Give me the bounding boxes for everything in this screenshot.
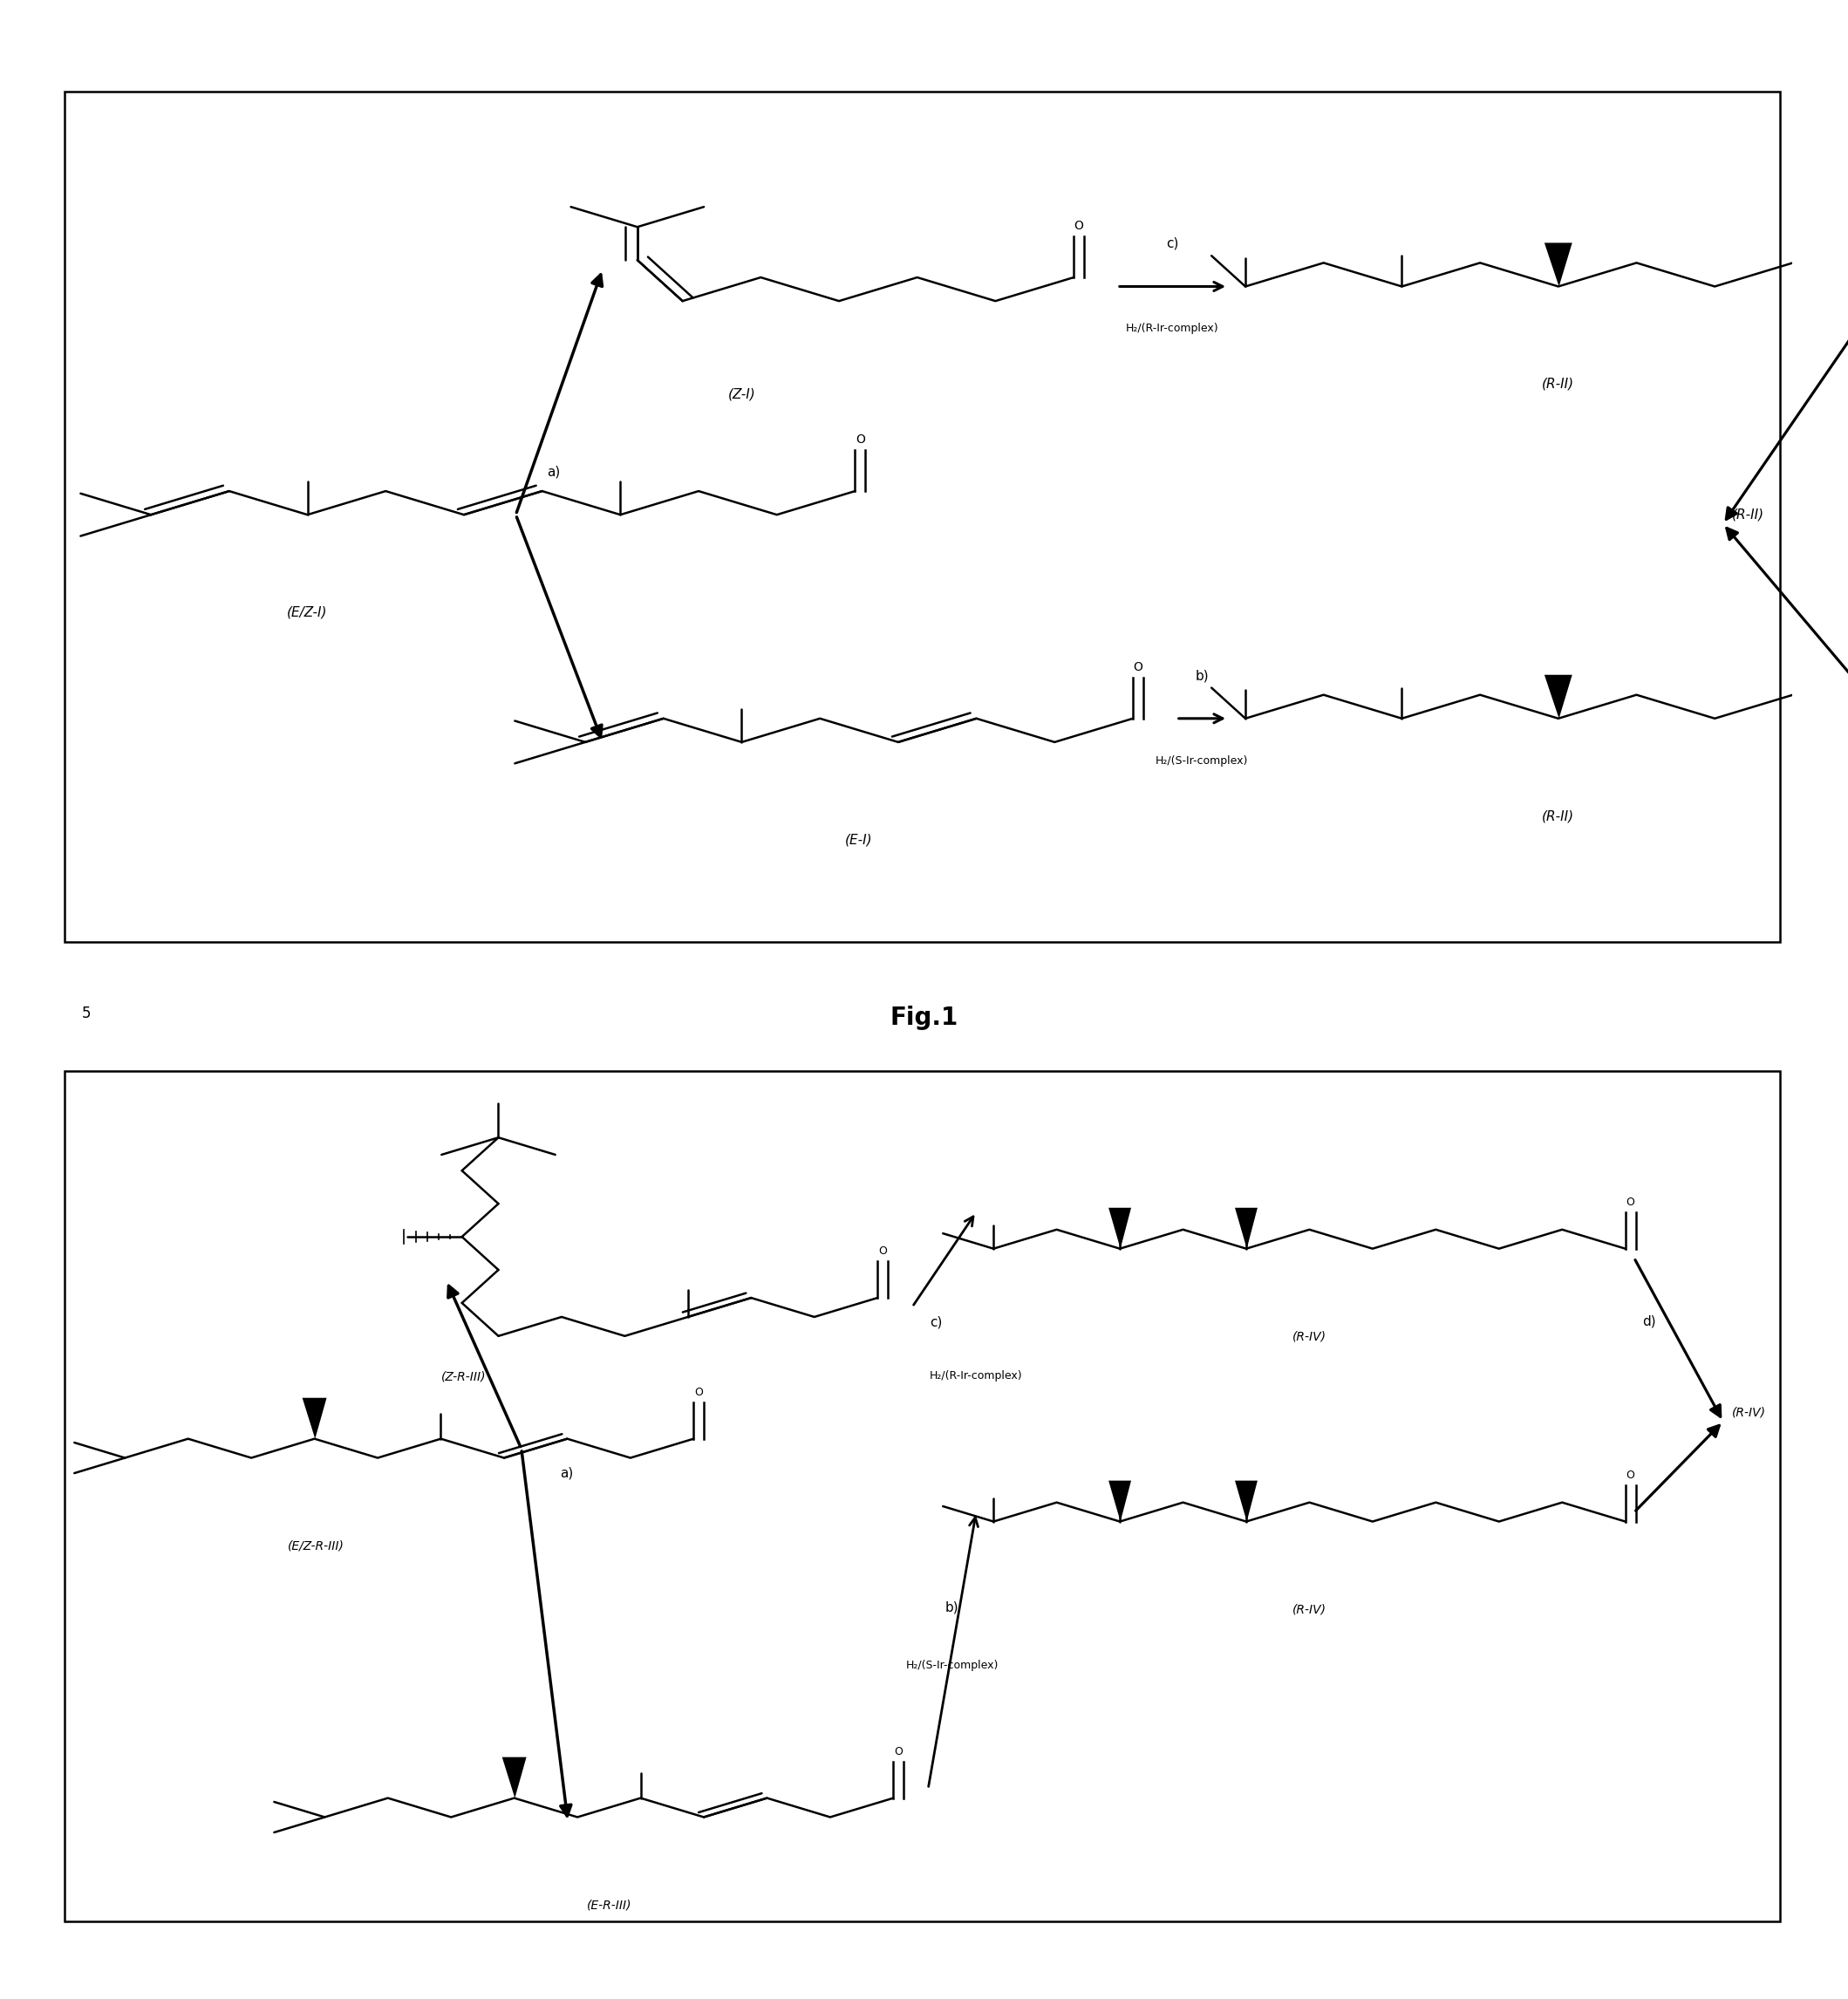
Text: c): c) — [1166, 238, 1179, 250]
Text: (R-II): (R-II) — [1541, 378, 1574, 390]
Text: O: O — [1074, 220, 1083, 232]
Text: H₂/(R-Ir-complex): H₂/(R-Ir-complex) — [930, 1371, 1022, 1381]
Text: O: O — [1626, 1197, 1635, 1207]
Text: (E-R-III): (E-R-III) — [586, 1899, 632, 1911]
Polygon shape — [1545, 242, 1573, 286]
Text: d): d) — [1643, 1315, 1656, 1327]
Text: (Z-I): (Z-I) — [728, 388, 756, 400]
Text: O: O — [1133, 662, 1142, 674]
Text: O: O — [878, 1245, 887, 1257]
Text: (E/Z-I): (E/Z-I) — [286, 606, 327, 620]
Text: (E-I): (E-I) — [845, 834, 872, 846]
Polygon shape — [1109, 1207, 1131, 1249]
Text: Fig.1: Fig.1 — [891, 1005, 957, 1029]
Text: O: O — [695, 1387, 702, 1397]
Polygon shape — [1545, 676, 1573, 718]
Text: H₂/(R-Ir-complex): H₂/(R-Ir-complex) — [1125, 324, 1220, 334]
Text: (R-IV): (R-IV) — [1292, 1331, 1327, 1343]
Text: H₂/(S-Ir-complex): H₂/(S-Ir-complex) — [1155, 756, 1249, 766]
Text: O: O — [856, 434, 865, 446]
Polygon shape — [1234, 1207, 1257, 1249]
Polygon shape — [1109, 1481, 1131, 1521]
FancyBboxPatch shape — [65, 92, 1780, 942]
Text: (R-IV): (R-IV) — [1732, 1405, 1767, 1419]
Text: O: O — [894, 1745, 904, 1757]
Polygon shape — [303, 1397, 327, 1439]
Text: (R-II): (R-II) — [1541, 810, 1574, 822]
FancyBboxPatch shape — [65, 1071, 1780, 1921]
Polygon shape — [503, 1757, 527, 1797]
Text: O: O — [1626, 1469, 1635, 1481]
Text: (R-II): (R-II) — [1732, 508, 1765, 522]
Polygon shape — [1234, 1481, 1257, 1521]
Text: 5: 5 — [81, 1005, 91, 1021]
Text: c): c) — [930, 1315, 942, 1329]
Text: a): a) — [547, 466, 560, 478]
Text: (Z-R-III): (Z-R-III) — [442, 1371, 486, 1383]
Text: b): b) — [1196, 670, 1209, 682]
Text: (E/Z-R-III): (E/Z-R-III) — [288, 1539, 344, 1551]
Text: b): b) — [946, 1601, 959, 1615]
Text: (R-IV): (R-IV) — [1292, 1603, 1327, 1615]
Text: H₂/(S-Ir-complex): H₂/(S-Ir-complex) — [906, 1659, 998, 1671]
Text: a): a) — [560, 1467, 573, 1479]
